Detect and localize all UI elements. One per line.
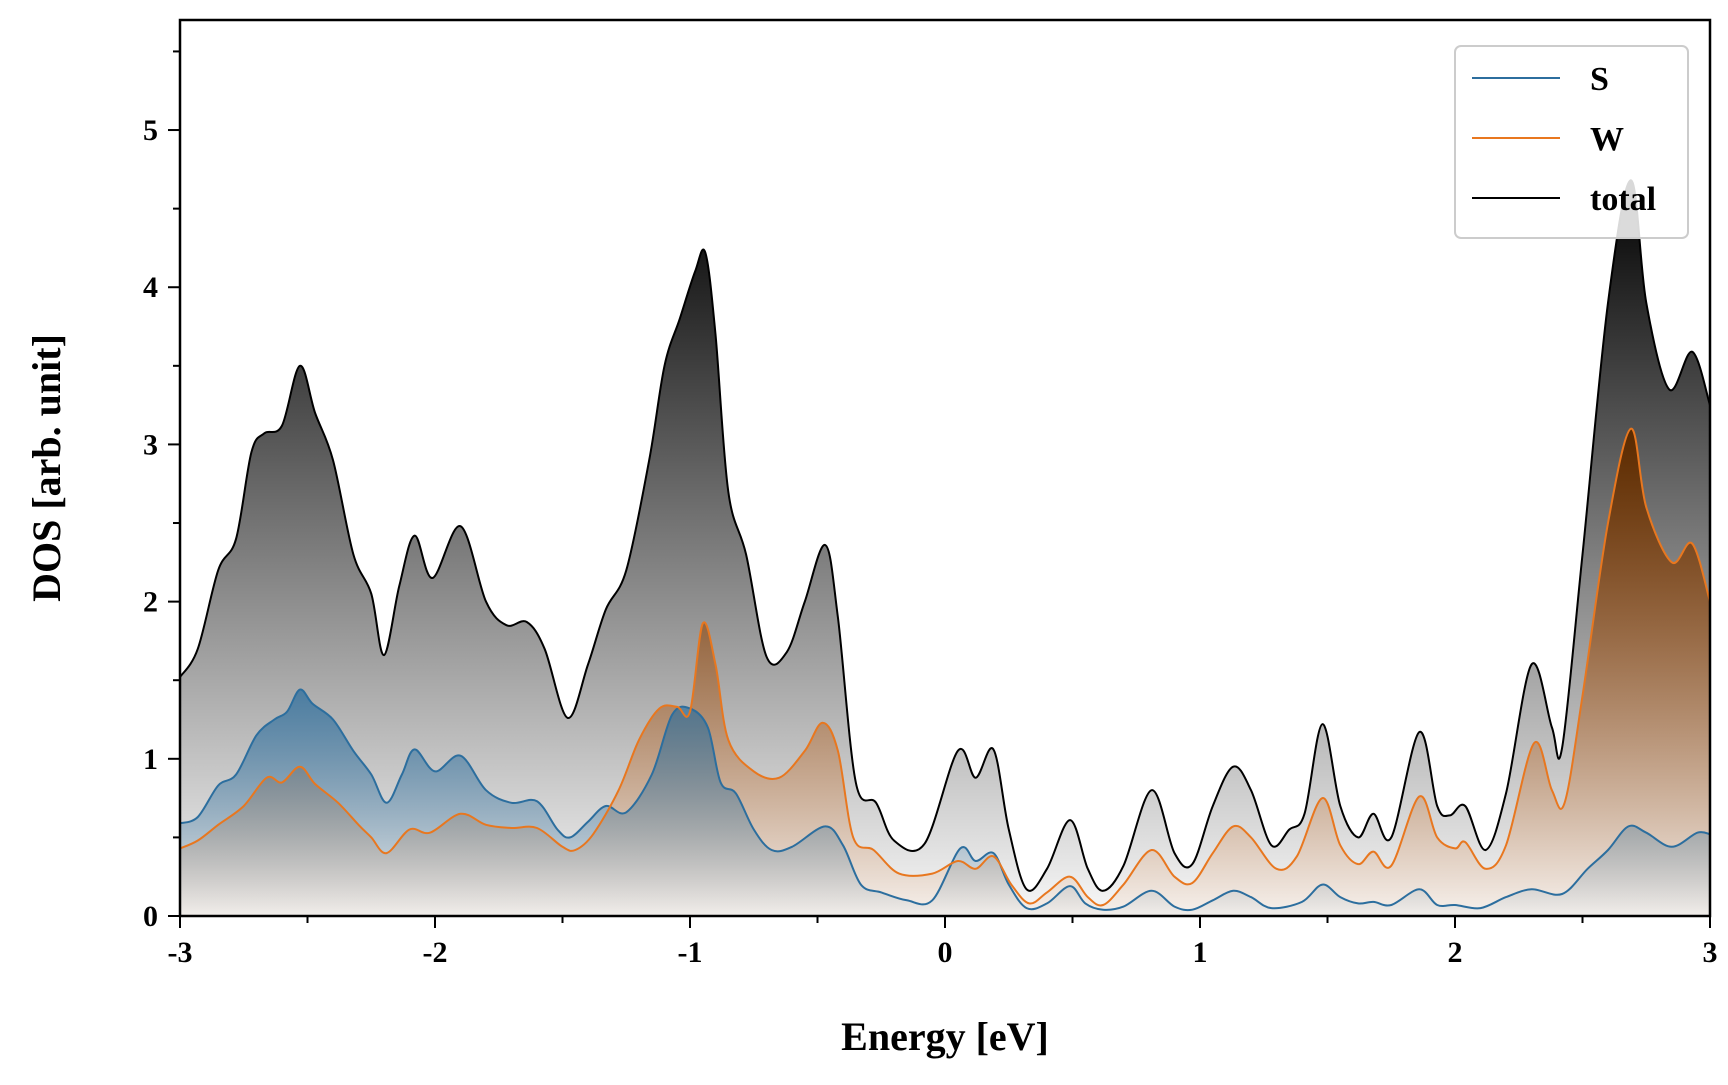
x-tick-label: 1 [1193,936,1208,969]
y-tick-label: 4 [143,271,158,304]
x-tick-label: 2 [1448,936,1463,969]
line-W [180,427,1710,907]
x-axis-label: Energy [eV] [841,1014,1049,1059]
legend-label-W: W [1590,121,1624,158]
area-S [180,689,1710,916]
y-tick-label: 2 [143,586,158,619]
legend: S W total [1454,45,1689,239]
line-S [180,688,1710,912]
x-tick-label: -3 [168,936,193,969]
y-tick-label: 5 [143,114,158,147]
y-axis-ticks: 0 1 2 3 4 5 [143,50,180,933]
legend-label-total: total [1590,181,1656,218]
x-tick-label: 0 [938,936,953,969]
y-tick-label: 1 [143,743,158,776]
x-tick-label: -2 [423,936,448,969]
y-tick-label: 3 [143,428,158,461]
x-tick-label: -1 [678,936,703,969]
x-axis-ticks: -3 -2 -1 0 1 2 3 [168,916,1718,969]
legend-box [1454,45,1689,239]
area-total [180,180,1710,916]
plot-area [180,179,1710,916]
y-tick-label: 0 [143,900,158,933]
line-total [180,179,1710,892]
legend-label-S: S [1590,61,1609,98]
x-tick-label: 3 [1703,936,1718,969]
y-axis-label: DOS [arb. unit] [24,334,69,602]
